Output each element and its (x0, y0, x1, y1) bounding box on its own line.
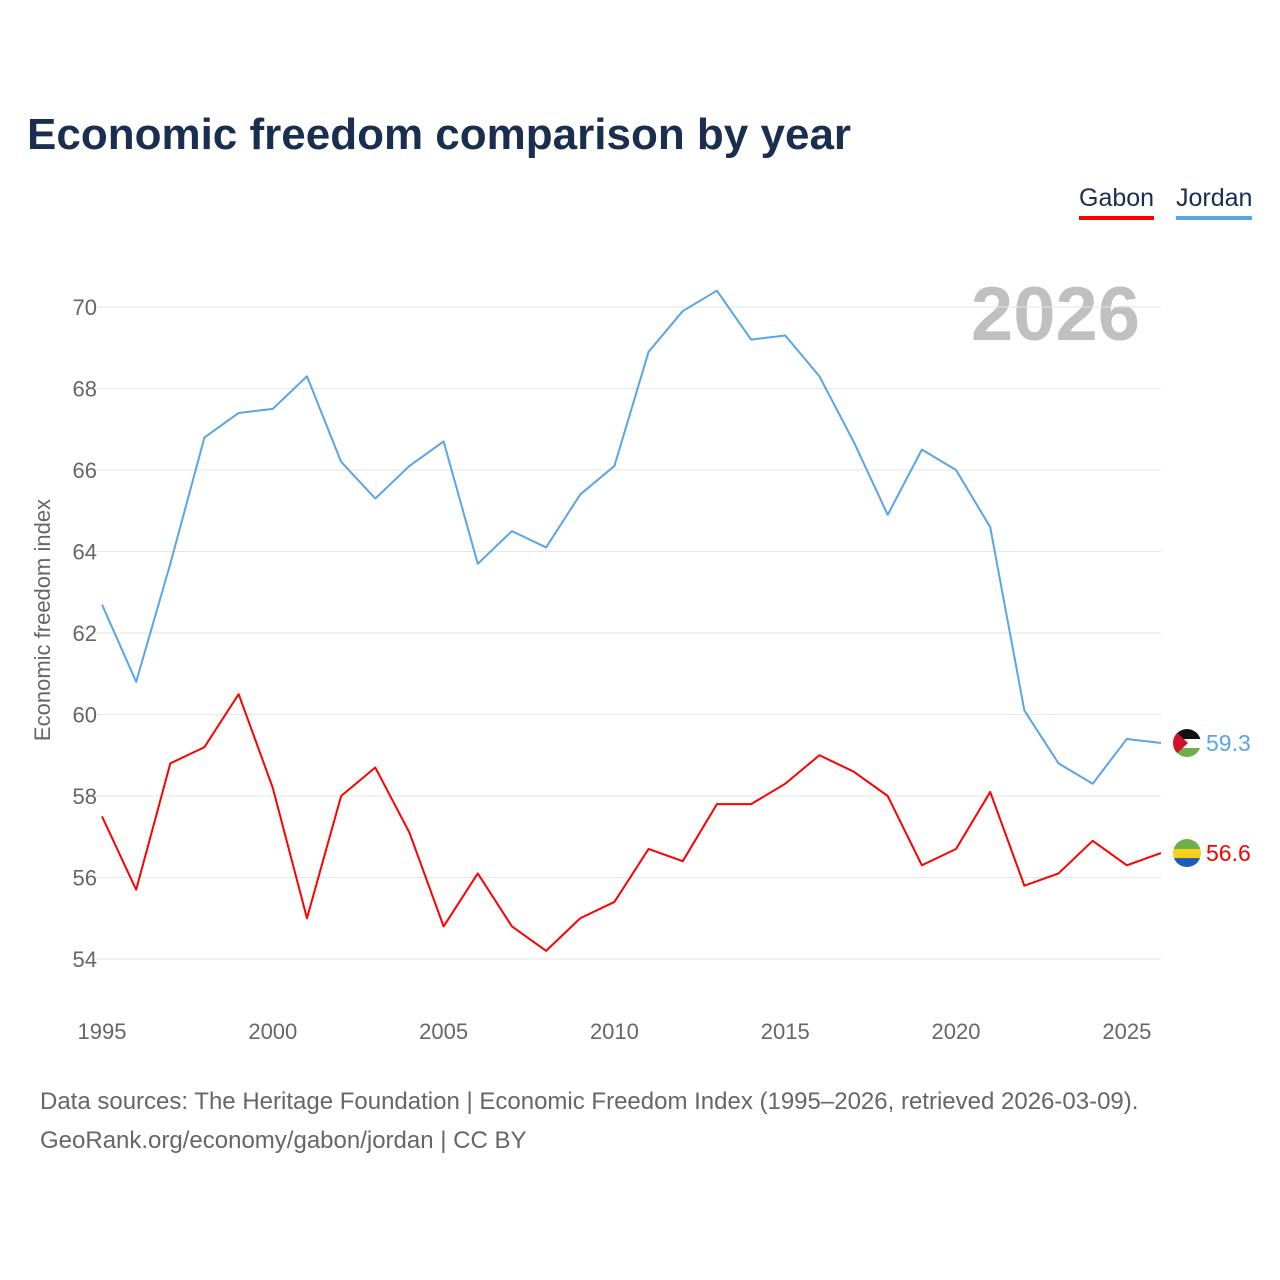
source-note: Data sources: The Heritage Foundation | … (40, 1088, 1139, 1115)
legend-gabon[interactable]: Gabon (1079, 184, 1155, 220)
x-tick-label: 2020 (932, 1019, 981, 1044)
legend-jordan[interactable]: Jordan (1176, 184, 1253, 220)
x-tick-label: 2000 (248, 1019, 297, 1044)
x-tick-label: 2005 (419, 1019, 468, 1044)
gabon-flag-icon (1173, 839, 1201, 868)
y-tick-label: 62 (73, 621, 97, 646)
y-tick-label: 68 (73, 377, 97, 402)
series-line-gabon (101, 693, 1162, 952)
x-tick-label: 2025 (1102, 1019, 1151, 1044)
end-value-label-gabon: 56.6 (1206, 840, 1251, 866)
y-tick-label: 66 (73, 458, 97, 483)
x-tick-label: 1995 (78, 1019, 127, 1044)
source-url[interactable]: GeoRank.org/economy/gabon/jordan | CC BY (40, 1127, 527, 1154)
x-tick-label: 2015 (761, 1019, 810, 1044)
year-watermark: 2026 (971, 272, 1140, 357)
y-tick-label: 54 (73, 947, 97, 972)
jordan-flag-icon (1173, 729, 1201, 758)
series-line-jordan (101, 289, 1162, 785)
x-tick-label: 2010 (590, 1019, 639, 1044)
y-tick-label: 70 (73, 295, 97, 320)
end-value-label-jordan: 59.3 (1206, 730, 1251, 756)
y-tick-label: 60 (73, 703, 97, 728)
chart-title: Economic freedom comparison by year (27, 110, 852, 159)
y-axis-label: Economic freedom index (30, 499, 55, 741)
y-tick-label: 56 (73, 866, 97, 891)
y-tick-label: 58 (73, 784, 97, 809)
y-tick-label: 64 (73, 540, 97, 565)
